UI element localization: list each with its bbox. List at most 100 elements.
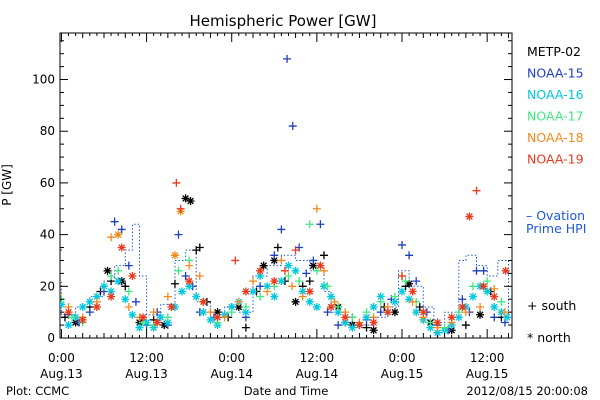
south-point — [114, 266, 123, 275]
south-point — [110, 217, 119, 226]
ovation-prime-line — [60, 223, 512, 326]
north-point — [454, 313, 463, 322]
south-point — [497, 297, 506, 306]
south-point — [302, 269, 311, 278]
x-tick-label: 0:00 — [218, 351, 245, 365]
north-point — [369, 326, 378, 335]
x-tick-label: 12:00 — [470, 351, 505, 365]
south-point — [131, 297, 140, 306]
south-point — [234, 297, 243, 306]
north-point — [312, 302, 321, 311]
north-point — [92, 302, 101, 311]
x-tick-sublabel: Aug.15 — [466, 367, 509, 381]
south-point — [283, 54, 292, 63]
footer-timestamp: 2012/08/15 20:00:08 — [466, 384, 588, 398]
south-point — [298, 292, 307, 301]
north-point — [153, 318, 162, 327]
north-point — [501, 266, 510, 275]
north-point — [390, 308, 399, 317]
south-point — [440, 323, 449, 332]
north-point — [468, 292, 477, 301]
north-point — [192, 292, 201, 301]
south-point — [170, 279, 179, 288]
south-point — [476, 302, 485, 311]
south-point — [461, 321, 470, 330]
north-point — [483, 287, 492, 296]
x-tick-sublabel: Aug.13 — [125, 367, 168, 381]
plot-frame — [59, 32, 513, 339]
south-point — [206, 308, 215, 317]
north-point — [405, 295, 414, 304]
south-point — [334, 321, 343, 330]
x-tick-sublabel: Aug.13 — [40, 367, 83, 381]
north-point — [128, 271, 137, 280]
legend-item-noaa-16: NOAA-16 — [527, 87, 584, 102]
south-point — [124, 287, 133, 296]
north-point — [156, 313, 165, 322]
north-point — [117, 243, 126, 252]
north-point — [305, 287, 314, 296]
south-point — [468, 282, 477, 291]
north-point — [78, 302, 87, 311]
north-point — [405, 279, 414, 288]
south-point — [68, 313, 77, 322]
north-point — [341, 313, 350, 322]
north-point — [241, 308, 250, 317]
south-point — [490, 284, 499, 293]
north-point — [476, 310, 485, 319]
legend-item-noaa-19: NOAA-19 — [527, 152, 584, 167]
north-point — [107, 292, 116, 301]
south-point — [291, 246, 300, 255]
south-point — [256, 292, 265, 301]
north-point — [185, 277, 194, 286]
north-point — [316, 261, 325, 270]
south-point — [362, 323, 371, 332]
south-point — [312, 266, 321, 275]
south-point — [284, 271, 293, 280]
south-point — [172, 178, 181, 187]
y-tick-label: 80 — [40, 124, 55, 138]
north-point — [426, 323, 435, 332]
legend-item-noaa-17: NOAA-17 — [527, 109, 584, 124]
south-point — [454, 308, 463, 317]
south-point — [149, 308, 158, 317]
north-point — [355, 321, 364, 330]
legend-item-metp-02: METP-02 — [527, 44, 581, 59]
north-point — [270, 292, 279, 301]
north-point — [92, 292, 101, 301]
chart-title: Hemispheric Power [GW] — [190, 12, 377, 30]
north-point — [135, 323, 144, 332]
north-point — [447, 313, 456, 322]
south-point — [107, 271, 116, 280]
south-point — [270, 251, 279, 260]
north-point — [390, 297, 399, 306]
north-point — [50, 293, 58, 301]
south-point — [288, 282, 297, 291]
north-point — [270, 256, 279, 265]
south-point — [231, 256, 240, 265]
south-point — [426, 318, 435, 327]
series-noaa-17 — [60, 220, 506, 332]
south-point — [376, 297, 385, 306]
south-point — [472, 266, 481, 275]
south-point — [220, 313, 229, 322]
north-point — [167, 302, 176, 311]
south-point — [277, 256, 286, 265]
south-point — [305, 220, 314, 229]
south-point — [249, 277, 258, 286]
north-point — [256, 271, 265, 280]
south-point — [390, 292, 399, 301]
north-point — [419, 308, 428, 317]
x-tick-sublabel: Aug.14 — [296, 367, 339, 381]
south-point — [117, 225, 126, 234]
north-point — [284, 261, 293, 270]
north-point — [103, 266, 112, 275]
ovation-label-line1: – Ovation — [526, 208, 585, 223]
north-point — [181, 194, 190, 203]
south-point — [107, 233, 116, 242]
north-point — [408, 287, 417, 296]
north-point — [178, 287, 187, 296]
north-point — [139, 313, 148, 322]
south-point — [121, 282, 130, 291]
north-point — [309, 261, 318, 270]
